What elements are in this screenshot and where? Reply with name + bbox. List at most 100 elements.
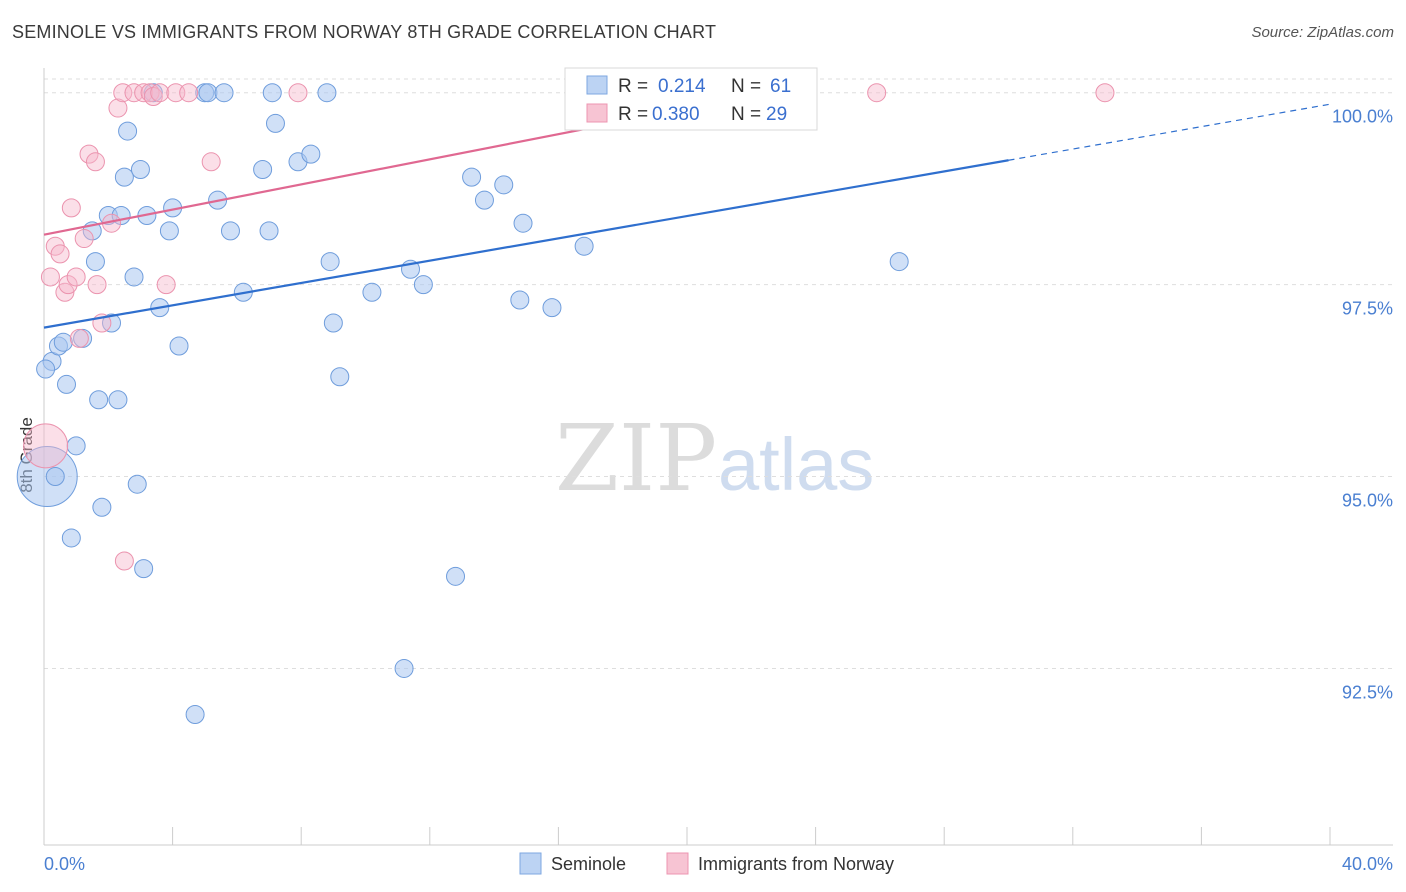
norway-point-3: [50, 244, 70, 264]
norway-point-23: [156, 275, 176, 295]
norway-point-12: [87, 275, 107, 295]
seminole-point-33: [214, 83, 234, 103]
seminole-point-47: [394, 658, 414, 678]
seminole-point-20: [127, 474, 147, 494]
seminole-point-51: [462, 167, 482, 187]
seminole-point-11: [89, 390, 109, 410]
stats-legend: R = 0.214 N = 61 R = 0.380 N = 29: [564, 67, 818, 131]
seminole-point-54: [510, 290, 530, 310]
seminole-point-46: [362, 282, 382, 302]
seminole-point-10: [85, 252, 105, 272]
seminole-point-39: [265, 113, 285, 133]
norway-point-19: [134, 83, 154, 103]
y-tick-label-1: 95.0%: [1342, 491, 1393, 511]
legend-n-label-2: N =: [731, 104, 761, 125]
bottom-legend-label-seminole: Seminole: [551, 854, 626, 874]
norway-point-25: [179, 83, 199, 103]
seminole-point-38: [262, 83, 282, 103]
norway-point-22: [150, 83, 170, 103]
norway-point-6: [61, 198, 81, 218]
seminole-point-55: [513, 213, 533, 233]
norway-point-16: [114, 551, 134, 571]
source-label: Source: ZipAtlas.com: [1251, 24, 1394, 41]
norway-point-10: [79, 144, 99, 164]
seminole-point-43: [320, 252, 340, 272]
legend-n-value-1: 61: [770, 76, 791, 97]
norway-point-26: [201, 152, 221, 172]
norway-point-0: [23, 423, 69, 469]
y-tick-label-3: 100.0%: [1332, 107, 1393, 127]
seminole-point-42: [317, 83, 337, 103]
legend-n-value-2: 29: [766, 104, 787, 125]
series-seminole-points: [16, 83, 909, 724]
chart-title: SEMINOLE VS IMMIGRANTS FROM NORWAY 8TH G…: [12, 22, 717, 42]
y-tick-labels: 92.5% 95.0% 97.5% 100.0%: [1332, 107, 1393, 703]
seminole-point-37: [259, 221, 279, 241]
seminole-point-49: [413, 275, 433, 295]
seminole-point-31: [198, 83, 218, 103]
seminole-point-29: [185, 705, 205, 724]
norway-point-20: [140, 83, 160, 103]
legend-r-value-2: 0.380: [652, 104, 700, 125]
y-tick-label-2: 97.5%: [1342, 299, 1393, 319]
seminole-trendline: [43, 159, 1009, 329]
seminole-point-6: [61, 528, 81, 548]
seminole-point-59: [889, 252, 909, 272]
seminole-point-57: [574, 236, 594, 256]
x-tick-label-max: 40.0%: [1342, 854, 1393, 874]
norway-point-4: [55, 282, 75, 302]
legend-swatch-seminole: [586, 75, 608, 95]
seminole-point-12: [92, 497, 112, 517]
seminole-point-56: [542, 298, 562, 318]
seminole-point-44: [323, 313, 343, 333]
series-norway-points: [23, 83, 1115, 571]
norway-point-29: [1095, 83, 1115, 103]
legend-r-label-2: R =: [618, 104, 648, 125]
seminole-point-53: [494, 175, 514, 195]
seminole-point-50: [446, 566, 466, 586]
legend-swatch-norway: [586, 103, 608, 123]
norway-point-5: [58, 275, 78, 295]
norway-point-7: [66, 267, 86, 287]
legend-r-value-1: 0.214: [658, 76, 706, 97]
watermark-zip: ZIP: [555, 405, 717, 512]
seminole-point-2: [45, 467, 65, 487]
seminole-point-4: [53, 332, 73, 352]
legend-r-label-1: R =: [618, 76, 648, 97]
seminole-point-5: [57, 374, 77, 394]
y-tick-label-0: 92.5%: [1342, 682, 1393, 702]
seminole-point-28: [169, 336, 189, 356]
bottom-legend-label-norway: Immigrants from Norway: [698, 854, 894, 874]
bottom-legend-swatch-norway: [666, 852, 689, 875]
bottom-legend-swatch-seminole: [519, 852, 542, 875]
norway-point-27: [288, 83, 308, 103]
norway-point-9: [74, 229, 94, 249]
series-legend: Seminole Immigrants from Norway: [519, 852, 894, 875]
seminole-point-14: [102, 313, 122, 333]
gridlines: [44, 78, 1393, 669]
x-tick-label-min: 0.0%: [44, 854, 85, 874]
seminole-point-45: [330, 367, 350, 387]
seminole-trendline-extension: [1008, 103, 1331, 161]
seminole-point-19: [124, 267, 144, 287]
seminole-point-36: [253, 159, 273, 179]
norway-point-15: [108, 98, 128, 118]
norway-point-1: [40, 267, 60, 287]
watermark: ZIP atlas: [555, 405, 874, 512]
seminole-point-18: [118, 121, 138, 141]
seminole-point-26: [159, 221, 179, 241]
norway-point-28: [867, 83, 887, 103]
norway-point-8: [69, 328, 89, 348]
seminole-point-41: [301, 144, 321, 164]
seminole-point-7: [66, 436, 86, 456]
norway-point-11: [85, 152, 105, 172]
norway-point-17: [113, 83, 133, 103]
legend-n-label-1: N =: [731, 76, 761, 97]
axes: [43, 68, 1393, 846]
norway-point-18: [124, 83, 144, 103]
seminole-point-52: [474, 190, 494, 210]
seminole-point-34: [220, 221, 240, 241]
seminole-point-22: [134, 559, 154, 579]
seminole-point-60: [36, 359, 56, 379]
